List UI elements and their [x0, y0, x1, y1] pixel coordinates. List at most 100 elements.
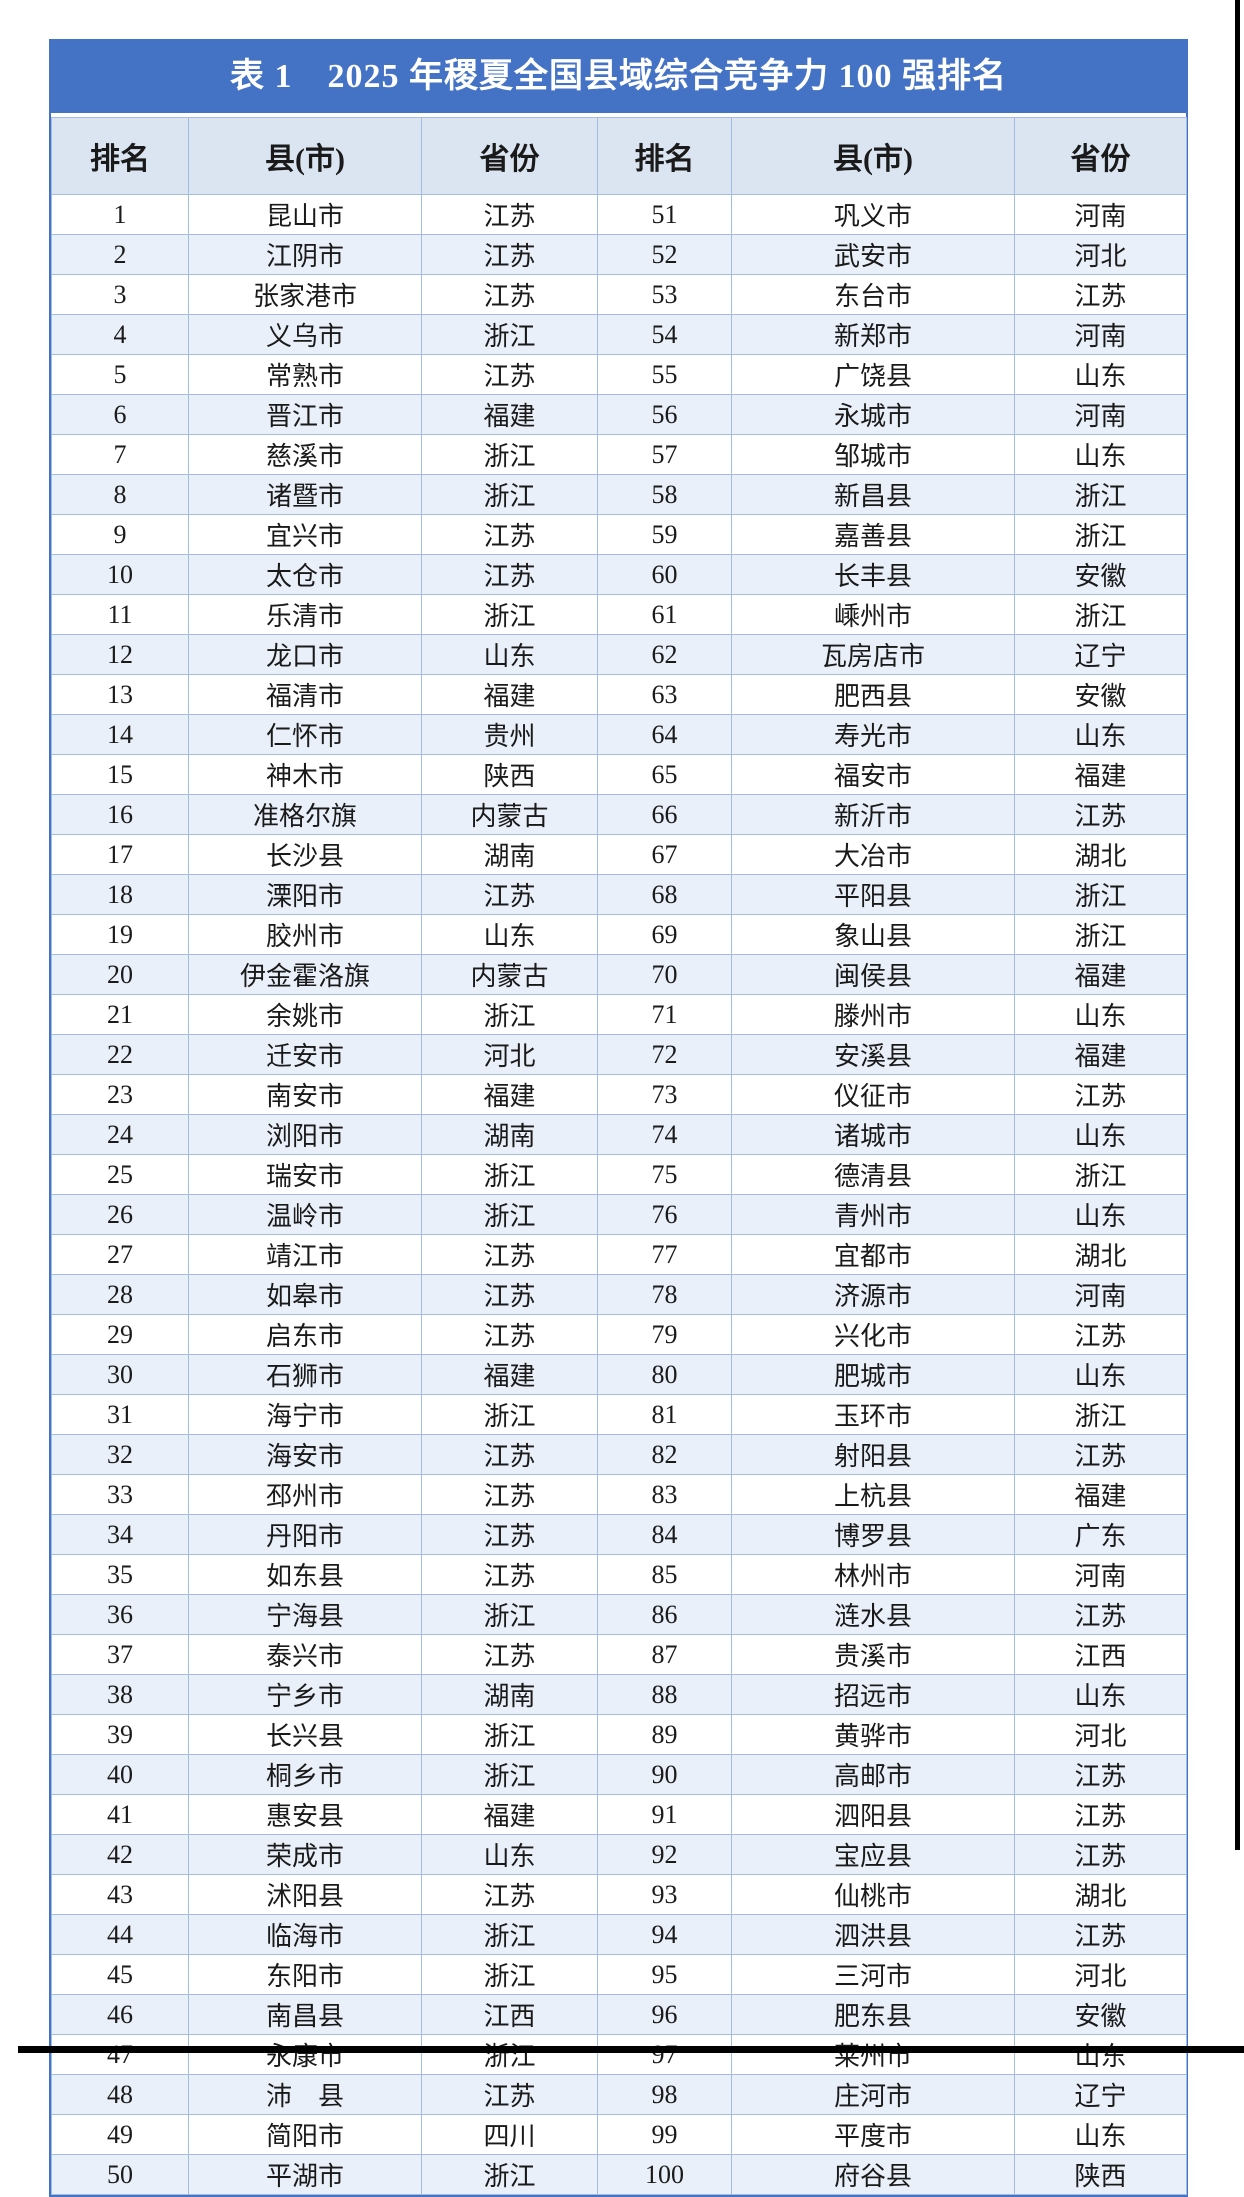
county-cell: 兴化市 [731, 1314, 1015, 1355]
county-cell: 庄河市 [731, 2074, 1015, 2115]
bottom-edge-bar [18, 2046, 1244, 2053]
province-cell: 江苏 [1014, 1314, 1187, 1355]
table-row: 27 靖江市 江苏 77 宜都市 湖北 [51, 1234, 1187, 1275]
province-cell: 山东 [1014, 2034, 1187, 2075]
county-cell: 青州市 [731, 1194, 1015, 1235]
table-row: 40 桐乡市 浙江 90 高邮市 江苏 [51, 1754, 1187, 1795]
table-row: 29 启东市 江苏 79 兴化市 江苏 [51, 1314, 1187, 1355]
rank-cell: 62 [597, 634, 732, 675]
county-cell: 义乌市 [188, 314, 422, 355]
county-cell: 仙桃市 [731, 1874, 1015, 1915]
rank-cell: 55 [597, 354, 732, 395]
county-cell: 寿光市 [731, 714, 1015, 755]
rank-cell: 63 [597, 674, 732, 715]
rank-cell: 72 [597, 1034, 732, 1075]
province-cell: 山东 [1014, 1674, 1187, 1715]
rank-cell: 60 [597, 554, 732, 595]
rank-cell: 3 [51, 274, 189, 315]
county-cell: 肥东县 [731, 1994, 1015, 2035]
table-row: 22 迁安市 河北 72 安溪县 福建 [51, 1034, 1187, 1075]
province-cell: 浙江 [421, 434, 598, 475]
county-cell: 南安市 [188, 1074, 422, 1115]
county-cell: 滕州市 [731, 994, 1015, 1035]
province-cell: 河北 [1014, 1714, 1187, 1755]
rank-cell: 49 [51, 2114, 189, 2155]
province-cell: 江苏 [421, 1474, 598, 1515]
county-cell: 福清市 [188, 674, 422, 715]
county-cell: 瑞安市 [188, 1154, 422, 1195]
rank-cell: 50 [51, 2154, 189, 2195]
county-cell: 肥城市 [731, 1354, 1015, 1395]
rank-cell: 14 [51, 714, 189, 755]
province-cell: 浙江 [421, 1754, 598, 1795]
rank-cell: 46 [51, 1994, 189, 2035]
column-header-rank-right: 排名 [597, 117, 732, 195]
table-row: 16 准格尔旗 内蒙古 66 新沂市 江苏 [51, 794, 1187, 835]
document-page: { "colors": { "title_bar": "#4472C4", "h… [18, 0, 1244, 2197]
province-cell: 山东 [1014, 1194, 1187, 1235]
county-cell: 溧阳市 [188, 874, 422, 915]
table-row: 15 神木市 陕西 65 福安市 福建 [51, 754, 1187, 795]
county-cell: 惠安县 [188, 1794, 422, 1835]
rank-cell: 2 [51, 234, 189, 275]
rank-cell: 34 [51, 1514, 189, 1555]
province-cell: 浙江 [421, 594, 598, 635]
table-row: 28 如皋市 江苏 78 济源市 河南 [51, 1274, 1187, 1315]
county-cell: 嘉善县 [731, 514, 1015, 555]
rank-cell: 59 [597, 514, 732, 555]
province-cell: 河南 [1014, 314, 1187, 355]
province-cell: 浙江 [421, 1594, 598, 1635]
table-row: 5 常熟市 江苏 55 广饶县 山东 [51, 354, 1187, 395]
county-cell: 常熟市 [188, 354, 422, 395]
province-cell: 浙江 [421, 1714, 598, 1755]
rank-cell: 94 [597, 1914, 732, 1955]
province-cell: 江苏 [1014, 1074, 1187, 1115]
province-cell: 江苏 [421, 274, 598, 315]
rank-cell: 47 [51, 2034, 189, 2075]
right-edge-bar [1235, 0, 1240, 1850]
county-cell: 黄骅市 [731, 1714, 1015, 1755]
county-cell: 海宁市 [188, 1394, 422, 1435]
province-cell: 山东 [1014, 1354, 1187, 1395]
county-cell: 永城市 [731, 394, 1015, 435]
county-cell: 简阳市 [188, 2114, 422, 2155]
county-cell: 玉环市 [731, 1394, 1015, 1435]
province-cell: 浙江 [421, 1914, 598, 1955]
province-cell: 辽宁 [1014, 634, 1187, 675]
table-row: 49 简阳市 四川 99 平度市 山东 [51, 2114, 1187, 2155]
county-cell: 余姚市 [188, 994, 422, 1035]
province-cell: 江苏 [421, 1314, 598, 1355]
rank-cell: 68 [597, 874, 732, 915]
rank-cell: 56 [597, 394, 732, 435]
column-header-county-right: 县(市) [731, 117, 1015, 195]
county-cell: 温岭市 [188, 1194, 422, 1235]
county-cell: 福安市 [731, 754, 1015, 795]
rank-cell: 18 [51, 874, 189, 915]
county-cell: 邹城市 [731, 434, 1015, 475]
rank-cell: 13 [51, 674, 189, 715]
province-cell: 山东 [421, 1834, 598, 1875]
table-row: 37 泰兴市 江苏 87 贵溪市 江西 [51, 1634, 1187, 1675]
county-cell: 沛 县 [188, 2074, 422, 2115]
county-cell: 太仓市 [188, 554, 422, 595]
rank-cell: 7 [51, 434, 189, 475]
county-cell: 泗洪县 [731, 1914, 1015, 1955]
rank-cell: 21 [51, 994, 189, 1035]
rank-cell: 29 [51, 1314, 189, 1355]
rank-cell: 90 [597, 1754, 732, 1795]
province-cell: 浙江 [1014, 874, 1187, 915]
province-cell: 江苏 [421, 1234, 598, 1275]
county-cell: 胶州市 [188, 914, 422, 955]
rank-cell: 38 [51, 1674, 189, 1715]
rank-cell: 86 [597, 1594, 732, 1635]
county-cell: 莱州市 [731, 2034, 1015, 2075]
province-cell: 浙江 [1014, 1154, 1187, 1195]
county-cell: 桐乡市 [188, 1754, 422, 1795]
table-row: 31 海宁市 浙江 81 玉环市 浙江 [51, 1394, 1187, 1435]
table-row: 41 惠安县 福建 91 泗阳县 江苏 [51, 1794, 1187, 1835]
county-cell: 德清县 [731, 1154, 1015, 1195]
rank-cell: 5 [51, 354, 189, 395]
county-cell: 江阴市 [188, 234, 422, 275]
province-cell: 浙江 [421, 314, 598, 355]
county-cell: 邳州市 [188, 1474, 422, 1515]
